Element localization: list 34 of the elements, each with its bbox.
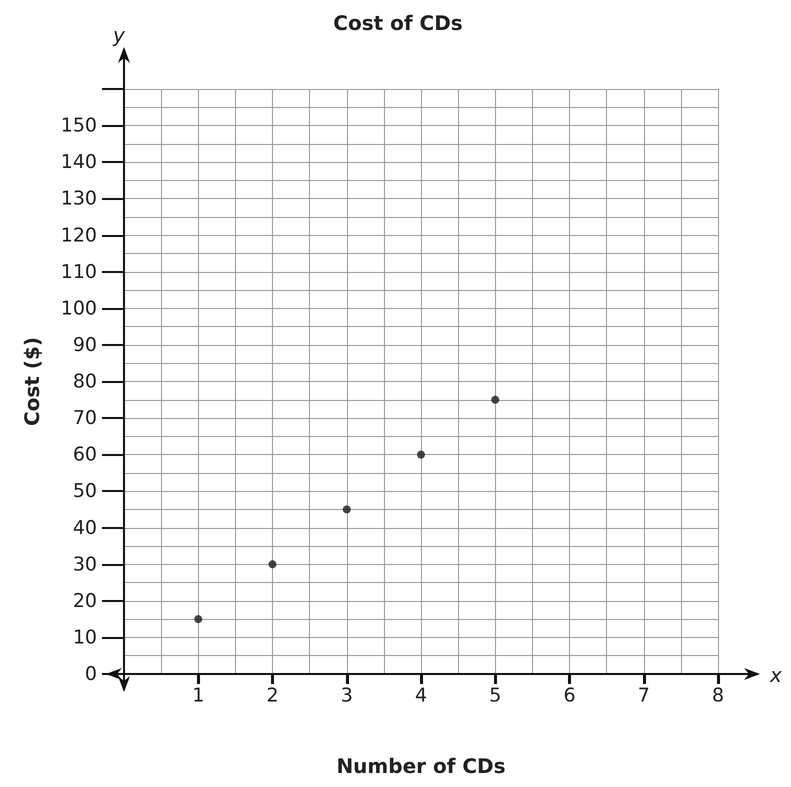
text: y: [112, 23, 126, 47]
x-tick-label: 5: [489, 684, 502, 706]
x-tick-label: 2: [266, 684, 279, 706]
y-tick-label: 110: [60, 260, 97, 283]
point: [491, 396, 500, 404]
chart-title: Cost of CDs: [333, 11, 463, 35]
y-tick-label: 120: [60, 224, 97, 246]
y-tick-label: 150: [60, 114, 97, 137]
y-tick-label: 130: [60, 188, 97, 210]
x-tick-label: 8: [712, 684, 724, 706]
x-tick-label: 4: [414, 684, 428, 706]
y-tick-label: 0: [84, 663, 97, 685]
y-tick-label: 10: [72, 626, 97, 648]
y-tick-label: 20: [72, 590, 97, 612]
y-tick-label: 40: [72, 516, 97, 539]
x-tick-label: 1: [192, 684, 204, 706]
x-tick-label: 3: [340, 684, 353, 706]
point: [417, 450, 425, 459]
y-tick-label: 50: [72, 480, 97, 502]
point: [194, 615, 202, 624]
y-tick-label: 60: [72, 444, 97, 466]
y-tick-label: 100: [60, 297, 97, 320]
x-tick-label: 7: [638, 684, 650, 706]
y-tick-label: 80: [72, 370, 97, 392]
text: x: [769, 663, 782, 687]
y-tick-label: 90: [72, 334, 97, 356]
y-tick-label: 70: [72, 407, 97, 430]
point: [342, 505, 351, 514]
y-tick-label: 140: [60, 151, 97, 174]
y-tick-label: 30: [72, 553, 97, 576]
x-tick-label: 6: [563, 684, 576, 706]
x-axis-title: Number of CDs: [336, 754, 506, 778]
point: [268, 560, 276, 568]
y-axis-title: Cost ($): [20, 336, 44, 426]
